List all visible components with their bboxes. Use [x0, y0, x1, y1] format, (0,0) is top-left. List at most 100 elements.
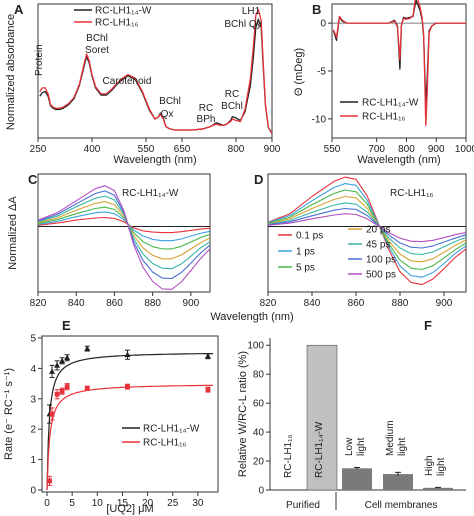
panel-e-y-tick-label-2: 2: [30, 425, 36, 436]
panel-f-bar-label-4a: Medium: [385, 420, 396, 456]
panel-b-y-tick-label-0: -10: [312, 114, 327, 125]
panel-c-frame: [37, 173, 211, 293]
panel-d-legend: 0.1 ps 1 ps 5 ps 20 ps 45 ps 100 ps 500 ps: [278, 225, 396, 281]
panel-b-x-ticks: 550 700 800 900 1000: [324, 138, 474, 155]
panel-d-title: RC-LH1₁₆: [390, 188, 434, 199]
panel-d-legend-label-3: 5 ps: [296, 263, 315, 274]
panel-e-x-tick-label-6: 30: [192, 498, 204, 509]
panel-c-series-line-4: [37, 201, 211, 260]
panel-d: D 820 840 860 880 900 RC-LH1₁₆ 0.1 ps 1 ps 5 p…: [254, 172, 467, 309]
panel-d-x-tick-label-4: 900: [436, 298, 453, 309]
panel-d-legend-label-4: 20 ps: [366, 225, 390, 236]
panel-e-y-tick-label-3: 3: [30, 394, 36, 405]
panel-e: E 0 5 10 15 20 25 30 0 1 2 3 4 5 [UQ2] μM Rate (e⁻ …: [3, 318, 219, 515]
panel-f-y-tick-label-4: 80: [253, 370, 265, 381]
panel-b-x-tick-label-1: 700: [368, 144, 385, 155]
panel-e-letter: E: [62, 318, 71, 333]
panel-b-x-tick-label-4: 1000: [455, 144, 474, 155]
panel-a-x-tick-label-5: 900: [264, 144, 281, 155]
panel-e-x-ticks: 0 5 10 15 20 25 30: [44, 492, 204, 509]
panel-a-x-tick-label-3: 650: [174, 144, 191, 155]
panel-f-y-tick-label-0: 0: [258, 486, 264, 497]
panel-a-annot-qx: Qx: [161, 109, 174, 120]
panel-d-x-tick-label-2: 860: [348, 298, 365, 309]
panel-a-annot-bchl-rc: BChl: [221, 101, 243, 112]
panel-b-xlabel: Wavelength (nm): [357, 154, 440, 166]
panel-d-legend-label-6: 100 ps: [366, 255, 396, 266]
panel-d-series-line-5: [267, 202, 467, 256]
panel-b-x-tick-label-3: 900: [428, 144, 445, 155]
panel-d-series-line-7: [267, 213, 467, 243]
panel-e-point: [205, 387, 211, 393]
panel-a-annot-protein: Protein: [34, 44, 45, 76]
panel-a-annot-bchl-q: BChl Qy: [224, 19, 261, 30]
panel-c-x-tick-label-0: 820: [30, 298, 47, 309]
panel-b-plot: [332, 0, 466, 127]
panel-c-x-tick-label-3: 880: [144, 298, 161, 309]
panel-e-frame: [41, 335, 219, 493]
panel-f-bar-label-5a: High: [424, 455, 435, 476]
panel-a-x-tick-label-0: 250: [30, 144, 47, 155]
panel-b-y-ticks: -10 -5 0: [312, 19, 332, 125]
panel-e-y-tick-label-1: 1: [30, 455, 36, 466]
panel-d-series-line-3: [267, 189, 467, 271]
panel-a: A 250 400 550 650 800 900 Wavelength (nm) Nor…: [5, 2, 281, 166]
panel-c-series-line-3: [37, 206, 211, 250]
panel-b-x-tick-label-0: 550: [324, 144, 341, 155]
panel-e-point: [84, 345, 91, 352]
panel-a-annot-bph: BPh: [197, 114, 216, 125]
panel-c-series-line-1: [37, 216, 211, 234]
panel-d-x-ticks: 820 840 860 880 900: [260, 292, 453, 309]
panel-b-series-line-2: [332, 0, 466, 127]
panel-f-y-tick-label-1: 20: [253, 457, 265, 468]
panel-e-point: [47, 478, 52, 484]
panel-c-letter: C: [28, 172, 38, 187]
panel-d-x-tick-label-0: 820: [260, 298, 277, 309]
panel-d-legend-label-1: 0.1 ps: [296, 231, 323, 242]
panel-b-y-tick-label-2: 0: [320, 19, 326, 30]
panel-d-series-line-6: [267, 207, 467, 249]
panel-f-bar-label-3a: Low: [344, 437, 355, 456]
panel-a-legend-2: RC-LH1₁₆: [95, 18, 139, 29]
panel-e-fit-line-1: [46, 352, 214, 491]
panel-f-bar-label-3b: light: [356, 437, 367, 456]
panel-f-y-tick-label-3: 60: [253, 399, 265, 410]
panel-d-legend-label-2: 1 ps: [296, 247, 315, 258]
panel-f-bar-label-4b: light: [397, 437, 408, 456]
panel-a-annot-bchl-qx: BChl: [159, 96, 181, 107]
panel-e-x-tick-label-3: 15: [117, 498, 129, 509]
panel-f-y-tick-label-2: 40: [253, 428, 265, 439]
panel-e-xlabel: [UQ2] μM: [106, 503, 153, 515]
panel-a-series-line-1: [39, 18, 273, 134]
panel-a-x-tick-label-2: 550: [138, 144, 155, 155]
panel-e-point: [64, 354, 71, 361]
panel-f-bar-4: [383, 474, 413, 490]
panel-e-point: [54, 391, 60, 397]
panel-a-annot-lh1: LH1: [242, 6, 261, 17]
panel-d-series-line-4: [267, 195, 467, 263]
panel-f-bar-2: [306, 344, 338, 491]
panel-e-fit-line-2: [46, 384, 214, 491]
panel-a-letter: A: [14, 2, 24, 17]
panel-d-legend-label-7: 500 ps: [366, 270, 396, 281]
panel-f-bar-3: [342, 468, 372, 490]
panel-b-y-tick-label-1: -5: [317, 67, 326, 78]
panel-e-x-tick-label-1: 5: [69, 498, 75, 509]
panel-e-ylabel: Rate (e⁻ RC⁻¹ s⁻¹): [3, 368, 15, 460]
panel-f-bar-label-5b: light: [436, 457, 447, 476]
panel-b-letter: B: [312, 2, 321, 17]
panel-c-series-line-5: [37, 195, 211, 270]
panel-c-x-tick-label-1: 840: [68, 298, 85, 309]
panel-e-point: [125, 384, 130, 390]
panel-a-legend-1: RC-LH1₁₄-W: [95, 6, 152, 17]
panel-b-x-tick-label-2: 800: [398, 144, 415, 155]
panel-e-x-tick-label-5: 25: [167, 498, 179, 509]
panel-d-x-tick-label-3: 880: [392, 298, 409, 309]
panel-e-point: [49, 368, 56, 374]
panel-f-ylabel: Relative W/RC-L ratio (%): [237, 351, 249, 477]
panel-a-x-tick-label-4: 800: [228, 144, 245, 155]
panel-f-group-membranes: Cell membranes: [365, 500, 438, 511]
panel-e-x-tick-label-2: 10: [92, 498, 104, 509]
panel-e-x-tick-label-4: 20: [142, 498, 154, 509]
